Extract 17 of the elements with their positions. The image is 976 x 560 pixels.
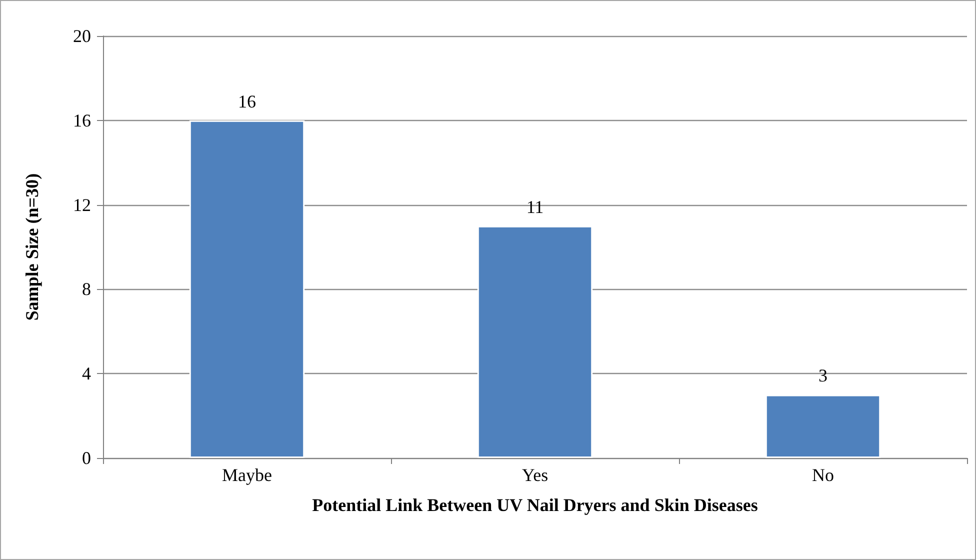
x-tick-label: Maybe: [222, 465, 272, 485]
data-label: 16: [238, 91, 256, 112]
y-tick-label: 16: [73, 110, 91, 130]
y-tick-label: 20: [73, 26, 91, 46]
x-axis-title: Potential Link Between UV Nail Dryers and Skin Diseases: [312, 495, 758, 515]
y-tick-label: 4: [82, 364, 91, 384]
y-tick-label: 8: [82, 279, 91, 300]
y-tick-label: 0: [82, 448, 91, 468]
x-tick-label: No: [812, 465, 834, 485]
bar: [765, 394, 881, 458]
bar: [189, 120, 305, 458]
x-tick-label: Yes: [522, 465, 548, 485]
y-tick-label: 12: [73, 194, 91, 215]
bar: [477, 226, 593, 458]
data-label: 3: [818, 366, 828, 386]
y-axis-title: Sample Size (n=30): [22, 173, 42, 321]
data-label: 11: [526, 196, 544, 217]
